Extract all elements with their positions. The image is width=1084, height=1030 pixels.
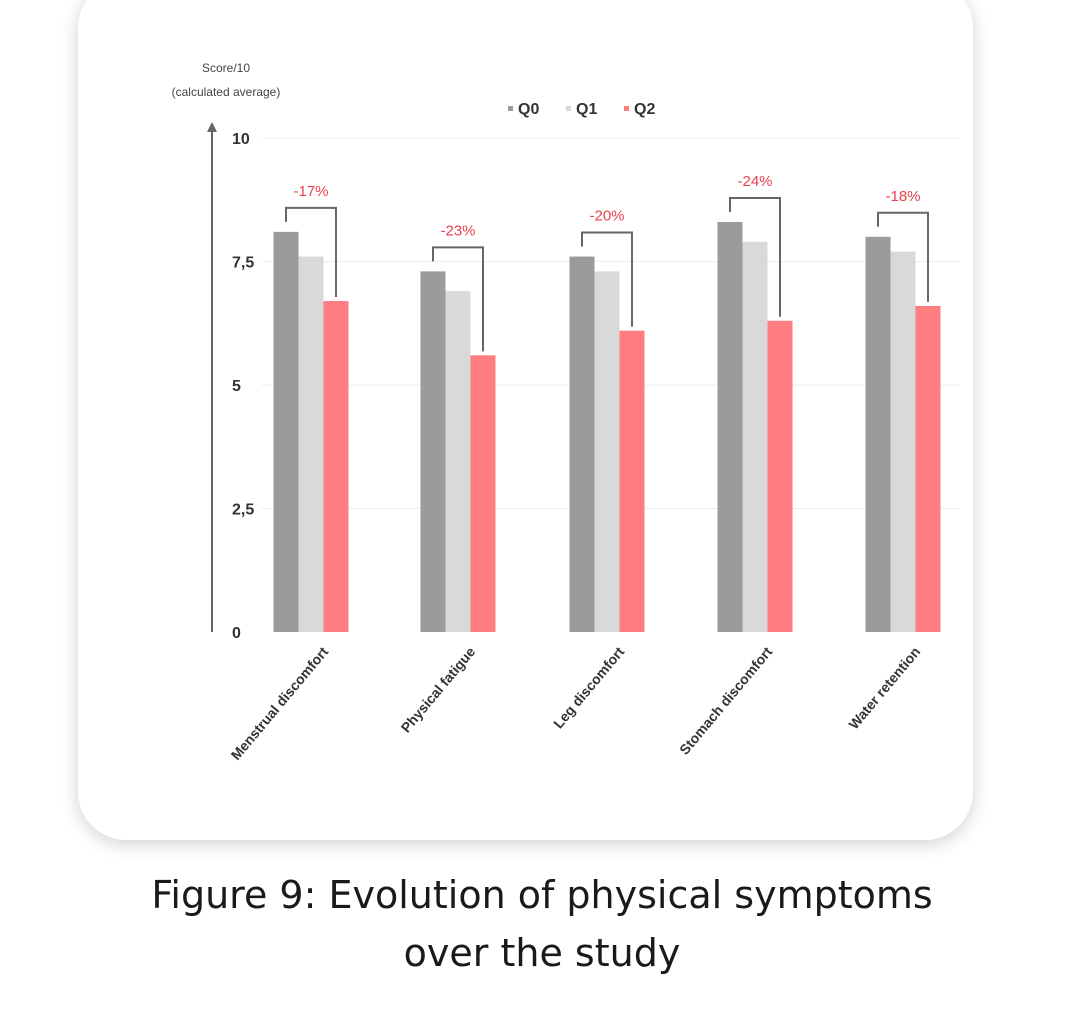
legend-swatch	[566, 106, 571, 111]
legend-swatch	[508, 106, 513, 111]
bar-q2	[915, 305, 941, 632]
bar-q2	[323, 301, 349, 632]
caption-line-2: over the study	[403, 931, 681, 975]
change-annotation: -24%	[737, 173, 772, 190]
bar-q1	[890, 251, 916, 632]
x-tick-label: Physical fatigue	[398, 643, 479, 735]
x-tick-label: Menstrual discomfort	[228, 643, 332, 763]
y-axis-title: Score/10	[202, 61, 250, 75]
bar-q2	[470, 355, 496, 632]
change-bracket	[285, 206, 337, 298]
figure-caption: Figure 9: Evolution of physical symptoms…	[0, 866, 1084, 982]
y-tick-label: 5	[232, 378, 241, 395]
change-bracket	[432, 246, 484, 352]
bar-q0	[569, 256, 595, 632]
bar-q0	[865, 236, 891, 633]
x-tick-label: Water retention	[845, 644, 923, 733]
y-tick-label: 0	[232, 625, 241, 642]
bar-q1	[298, 256, 324, 632]
legend-label: Q2	[634, 101, 655, 118]
y-tick-label: 2,5	[232, 502, 254, 519]
legend-swatch	[624, 106, 629, 111]
change-annotation: -17%	[293, 183, 328, 200]
x-tick-label: Leg discomfort	[550, 643, 627, 731]
chart-card	[78, 0, 973, 840]
bar-q0	[717, 221, 743, 633]
bar-chart: Score/10 (calculated average) 0 2,5 5 7,5 10 Q0…	[172, 61, 960, 763]
change-bracket	[581, 231, 633, 327]
caption-line-1: Figure 9: Evolution of physical symptoms	[151, 873, 933, 917]
x-tick-label: Stomach discomfort	[676, 643, 775, 757]
bar-q1	[445, 291, 471, 632]
change-bracket	[729, 196, 781, 317]
y-axis-arrow-icon	[207, 122, 217, 132]
change-annotation: -18%	[885, 188, 920, 205]
bar-q0	[420, 271, 446, 632]
y-tick-label: 7,5	[232, 255, 254, 272]
legend-label: Q1	[576, 101, 597, 118]
bar-q2	[767, 320, 793, 632]
bar-q2	[619, 330, 645, 632]
bar-q1	[594, 271, 620, 632]
y-tick-label: 10	[232, 131, 250, 148]
change-bracket	[877, 211, 929, 302]
y-axis-subtitle: (calculated average)	[172, 85, 281, 99]
change-annotation: -20%	[589, 208, 624, 225]
bar-q0	[273, 231, 299, 633]
change-annotation: -23%	[440, 222, 475, 239]
bar-q1	[742, 241, 768, 633]
legend-label: Q0	[518, 101, 539, 118]
